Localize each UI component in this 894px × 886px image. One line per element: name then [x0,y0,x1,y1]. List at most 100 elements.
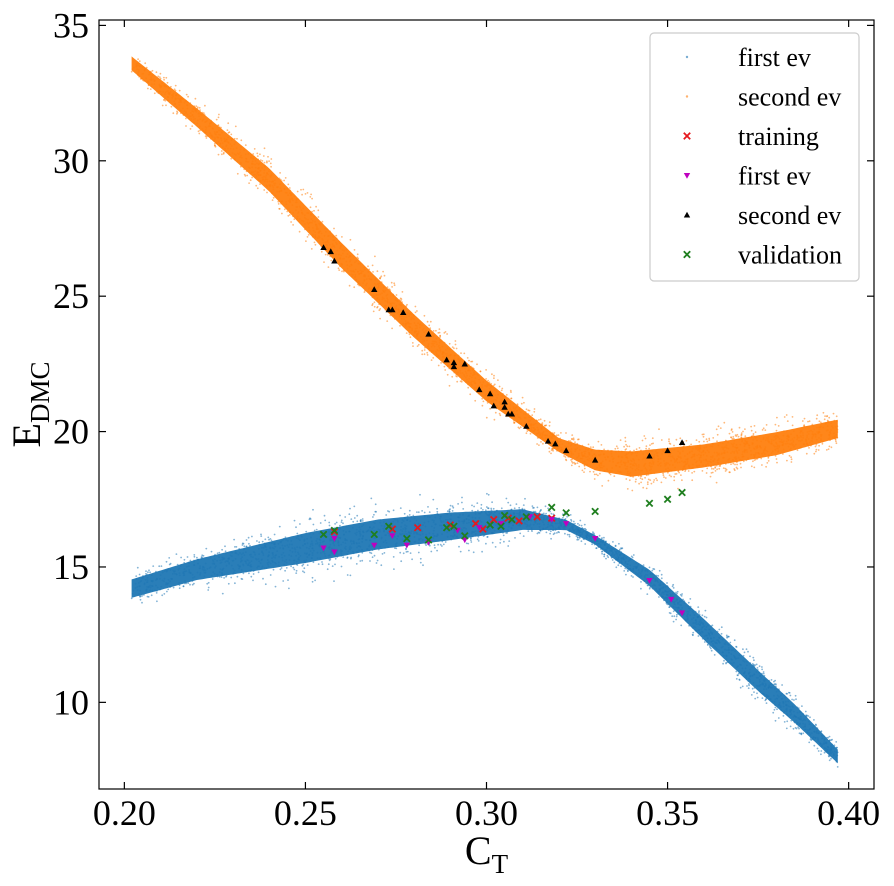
data-point [736,463,738,466]
data-point [494,546,497,548]
data-point [519,524,521,527]
data-point [760,457,763,460]
data-point [559,440,562,443]
data-point [572,437,575,440]
data-point [481,386,484,389]
data-point [533,410,536,413]
data-point [575,526,578,529]
data-point [582,527,585,530]
data-point [706,634,709,637]
data-point [225,564,228,567]
data-point [367,265,369,268]
data-point [745,449,748,451]
data-point [764,685,766,688]
data-point [798,723,801,725]
data-point [196,571,199,574]
data-point [310,218,313,220]
data-point [249,544,251,547]
data-point [786,692,788,695]
data-point [344,542,347,545]
data-point [771,686,774,689]
data-point [457,354,460,357]
data-point [812,434,815,437]
data-point [213,131,216,133]
data-point [186,113,189,116]
data-point [389,290,392,292]
data-point [697,446,699,449]
data-point [802,436,805,439]
data-point [633,459,636,462]
data-point [677,455,680,458]
data-point [734,650,737,653]
data-point [384,289,387,292]
data-point [678,471,680,474]
data-point [712,464,715,466]
data-point [823,751,826,754]
data-point [448,348,451,351]
data-point [776,416,778,419]
data-point [702,435,705,438]
data-point [736,452,739,454]
data-point [732,458,734,461]
data-point [596,538,598,541]
data-point [295,560,298,563]
data-point [686,614,688,617]
data-point [794,716,797,718]
data-point [765,698,767,700]
data-point [513,507,516,510]
data-point [569,514,572,516]
data-point [305,553,308,556]
data-point [678,603,681,606]
data-point [304,223,306,225]
data-point [601,485,604,487]
data-point [762,427,765,430]
data-point [832,754,835,757]
data-point [412,345,414,347]
data-point [407,322,410,325]
data-point [198,567,201,570]
data-point [746,660,748,663]
data-point [374,503,377,506]
data-point [408,325,410,328]
data-point [592,446,595,449]
data-point [785,430,788,433]
data-point [762,682,765,685]
data-point [668,469,671,472]
data-point [469,537,472,540]
data-point [340,565,343,568]
data-point [620,559,623,562]
data-point [265,174,268,177]
data-point [728,651,730,654]
data-point [716,455,718,457]
data-point [718,467,721,470]
data-point [245,170,248,173]
data-point [454,343,457,346]
data-point [715,639,718,642]
data-point [393,318,396,320]
data-point [565,458,567,461]
data-point [330,246,333,249]
data-point [572,453,575,455]
data-point [290,555,293,557]
data-point [665,461,668,464]
data-point [322,241,325,244]
data-point [268,160,270,163]
data-point [192,577,194,579]
data-point [744,440,747,443]
data-point [139,598,142,601]
data-point [624,440,627,443]
data-point [592,470,595,473]
data-point [732,462,735,465]
data-point [755,663,758,666]
data-point [740,436,743,439]
data-point [391,327,393,330]
data-point [355,533,358,536]
data-point [448,510,451,513]
data-point [493,374,495,377]
data-point [288,559,291,562]
data-point [435,337,438,340]
data-point [219,568,222,571]
data-point [805,715,808,718]
data-point [334,540,337,542]
data-point [151,74,154,77]
